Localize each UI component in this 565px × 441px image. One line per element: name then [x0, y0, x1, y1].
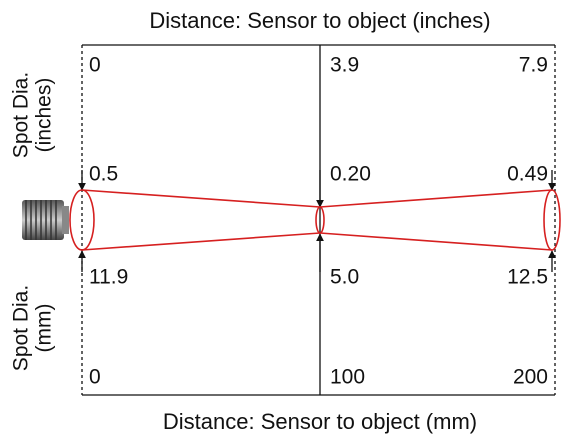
label: 3.9	[330, 54, 359, 77]
label: 12.5	[507, 266, 548, 289]
top-title: Distance: Sensor to object (inches)	[149, 8, 490, 33]
sensor-icon	[22, 200, 69, 240]
beam	[69, 189, 561, 251]
axis-label: (inches)	[33, 78, 56, 153]
label: 0.20	[330, 163, 371, 186]
label: 0	[89, 366, 101, 389]
frame	[81, 44, 556, 396]
label: 0.5	[89, 163, 118, 186]
label: 100	[330, 366, 365, 389]
spot-mm-title: Spot Dia. (mm)	[10, 285, 56, 371]
axis-label: (mm)	[33, 304, 56, 353]
bottom-title: Distance: Sensor to object (mm)	[163, 409, 477, 434]
label: 0	[89, 54, 101, 77]
label: 0.49	[507, 163, 548, 186]
axis-label: Spot Dia.	[10, 72, 33, 158]
label: 200	[513, 366, 548, 389]
arrows	[78, 170, 556, 272]
label: 11.9	[89, 266, 128, 289]
label: 7.9	[519, 54, 548, 77]
axis-label: Spot Dia.	[10, 285, 33, 371]
spot-inches-title: Spot Dia. (inches)	[10, 72, 56, 158]
label: 5.0	[330, 266, 359, 289]
